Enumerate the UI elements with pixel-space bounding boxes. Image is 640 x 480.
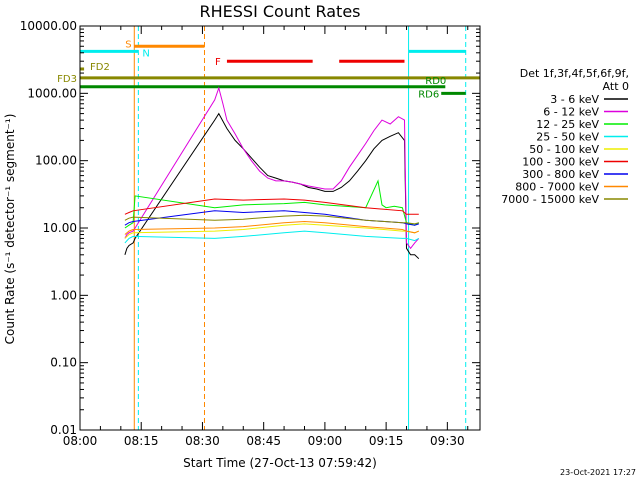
chart-title: RHESSI Count Rates (200, 2, 361, 21)
legend-label-7000-15000-kev: 7000 - 15000 keV (501, 193, 599, 206)
legend-label-50-100-kev: 50 - 100 keV (529, 143, 599, 156)
x-tick-label: 08:00 (63, 434, 98, 448)
legend-label-100-300-kev: 100 - 300 keV (522, 156, 599, 169)
y-axis-label: Count Rate (s⁻¹ detector⁻¹ segment⁻¹) (3, 114, 17, 345)
series-line-300-800-kev (124, 210, 419, 226)
series-line-6-12-kev (124, 86, 420, 250)
flag-label-rd6: RD6 (418, 89, 439, 100)
series-line-25-50-kev (124, 230, 420, 244)
x-axis-label: Start Time (27-Oct-13 07:59:42) (183, 456, 377, 470)
legend-header-line-2: Att 0 (603, 80, 629, 93)
render-timestamp: 23-Oct-2021 17:27 (560, 468, 636, 477)
flag-label-rd0: RD0 (425, 76, 446, 87)
x-tick-label: 08:15 (124, 434, 159, 448)
axes: 08:00 08:15 08:30 08:45 09:00 09:15 09:30 0.01 0… (20, 19, 481, 448)
series-line-3-6-kev (124, 112, 420, 260)
legend-label-6-12-kev: 6 - 12 keV (543, 106, 599, 119)
legend-label-300-800-kev: 300 - 800 keV (522, 168, 599, 181)
flag-label-f: F (215, 57, 221, 68)
flag-label-fd2: FD2 (90, 62, 110, 73)
x-tick-label: 08:45 (246, 434, 281, 448)
legend-header: Det 1f,3f,4f,5f,6f,9f, Att 0 (520, 67, 629, 93)
legend-label-25-50-kev: 25 - 50 keV (536, 131, 599, 144)
x-tick-label: 09:15 (369, 434, 404, 448)
y-tick-label: 0.10 (50, 356, 77, 370)
flag-label-fd3: FD3 (57, 74, 77, 85)
y-tick-label: 100.00 (35, 154, 77, 168)
flag-label-s: S (125, 39, 131, 50)
x-tick-label: 08:30 (185, 434, 220, 448)
flag-label-n: N (142, 48, 149, 59)
series-line-100-300-kev (124, 198, 419, 215)
legend-label-3-6-kev: 3 - 6 keV (550, 93, 599, 106)
y-tick-label: 1000.00 (27, 86, 77, 100)
flag-bars: SN F FD2 FD3 RD0 RD6 (57, 39, 480, 100)
legend-label-800-7000-kev: 800 - 7000 keV (515, 181, 599, 194)
x-tick-label: 09:00 (308, 434, 343, 448)
series-line-7000-15000-kev (124, 214, 419, 225)
series-line-800-7000-kev (124, 220, 419, 235)
series-lines (124, 86, 420, 260)
y-tick-label: 10000.00 (20, 19, 77, 33)
x-tick-label: 09:30 (430, 434, 465, 448)
legend-header-line-1: Det 1f,3f,4f,5f,6f,9f, (520, 67, 629, 80)
y-tick-label: 1.00 (50, 288, 77, 302)
y-tick-label: 0.01 (50, 423, 77, 437)
y-tick-label: 10.00 (43, 221, 77, 235)
legend-label-12-25-kev: 12 - 25 keV (536, 118, 599, 131)
series-line-12-25-kev (124, 179, 420, 229)
